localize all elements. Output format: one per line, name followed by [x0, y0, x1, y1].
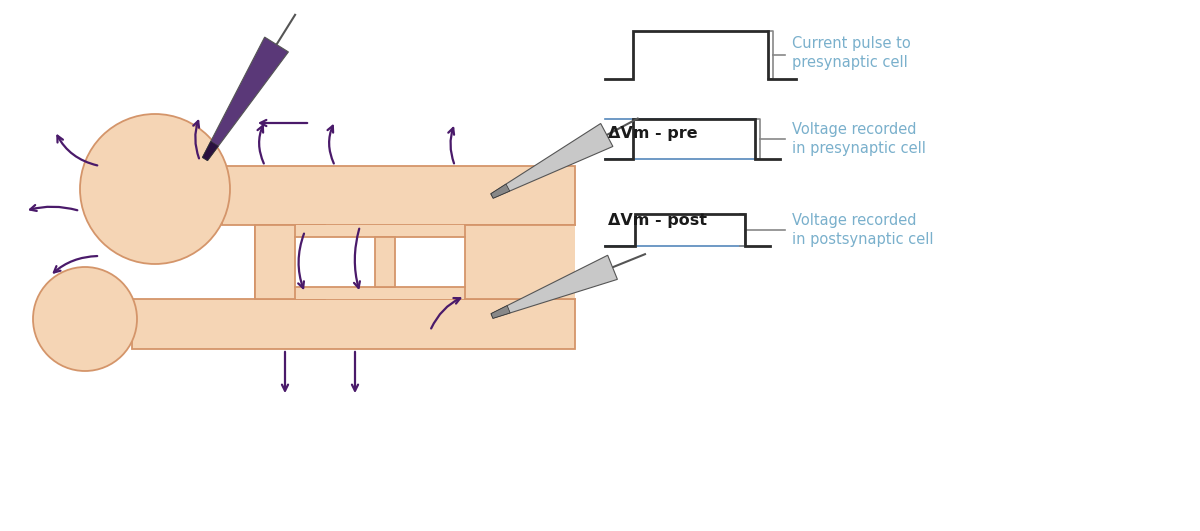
FancyBboxPatch shape [295, 237, 466, 287]
Text: Voltage recorded
in postsynaptic cell: Voltage recorded in postsynaptic cell [792, 212, 934, 247]
FancyBboxPatch shape [222, 166, 575, 225]
FancyBboxPatch shape [254, 225, 325, 299]
Circle shape [34, 267, 137, 371]
Text: Current pulse to
presynaptic cell: Current pulse to presynaptic cell [792, 36, 911, 71]
FancyBboxPatch shape [132, 299, 575, 349]
Polygon shape [491, 184, 510, 198]
Text: ΔVm - post: ΔVm - post [608, 213, 707, 228]
FancyBboxPatch shape [376, 237, 395, 287]
FancyBboxPatch shape [254, 225, 575, 299]
Polygon shape [491, 255, 618, 318]
Text: Voltage recorded
in presynaptic cell: Voltage recorded in presynaptic cell [792, 122, 926, 157]
Polygon shape [491, 124, 613, 198]
Polygon shape [491, 306, 510, 318]
Circle shape [80, 114, 230, 264]
Polygon shape [203, 37, 288, 160]
Polygon shape [203, 141, 218, 160]
Text: ΔVm - pre: ΔVm - pre [608, 126, 697, 141]
